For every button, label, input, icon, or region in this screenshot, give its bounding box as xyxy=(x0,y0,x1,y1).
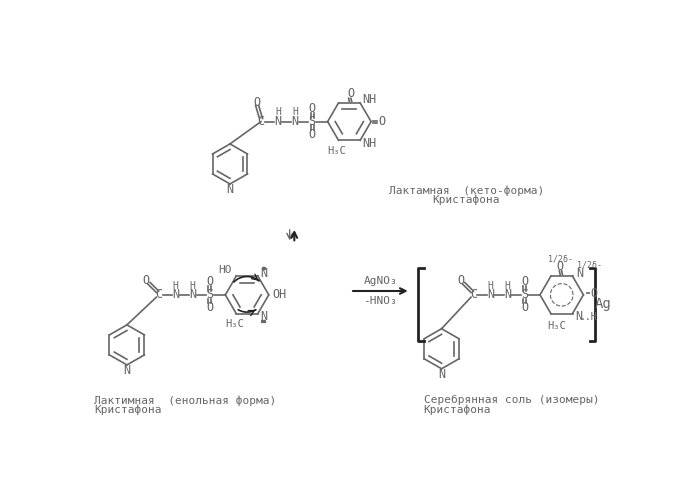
Text: N: N xyxy=(438,368,445,380)
Text: C: C xyxy=(470,288,477,302)
Text: O: O xyxy=(143,274,150,286)
Text: O: O xyxy=(378,115,385,128)
Text: N: N xyxy=(487,288,494,302)
Text: H: H xyxy=(487,280,493,290)
Text: 1/2δ-: 1/2δ- xyxy=(547,254,572,264)
Text: HO: HO xyxy=(218,265,232,275)
Text: H₃C: H₃C xyxy=(328,146,346,156)
Text: N: N xyxy=(261,310,267,323)
Text: ..H: ..H xyxy=(579,312,597,322)
Text: N: N xyxy=(227,183,234,196)
Text: S: S xyxy=(308,115,316,128)
Text: N: N xyxy=(189,288,196,302)
Text: N: N xyxy=(292,115,299,128)
Text: H₃C: H₃C xyxy=(547,322,566,332)
Text: O: O xyxy=(308,102,316,115)
Text: H: H xyxy=(505,280,510,290)
Text: O: O xyxy=(590,287,598,300)
Text: 1/2δ-: 1/2δ- xyxy=(577,261,602,270)
Text: Кристафона: Кристафона xyxy=(94,404,162,415)
Text: N: N xyxy=(575,310,582,323)
Text: N: N xyxy=(172,288,179,302)
Text: Лактимная  (енольная форма): Лактимная (енольная форма) xyxy=(94,395,277,406)
Text: Кристафона: Кристафона xyxy=(432,195,500,205)
Text: Серебрянная соль (изомеры): Серебрянная соль (изомеры) xyxy=(423,396,599,406)
Text: H: H xyxy=(190,280,195,290)
Text: H: H xyxy=(275,108,281,118)
Text: H: H xyxy=(173,280,179,290)
Text: O: O xyxy=(207,276,213,288)
Text: N: N xyxy=(577,266,584,280)
Text: N: N xyxy=(123,364,130,377)
Text: O: O xyxy=(347,87,354,100)
Text: Ag: Ag xyxy=(595,298,611,312)
Text: O: O xyxy=(521,276,528,288)
Text: H₃C: H₃C xyxy=(225,320,244,330)
Text: Лактамная  (кето-форма): Лактамная (кето-форма) xyxy=(389,186,544,196)
Text: O: O xyxy=(556,260,563,274)
Text: O: O xyxy=(521,302,528,314)
Text: AgNO₃: AgNO₃ xyxy=(363,276,397,286)
Text: OH: OH xyxy=(272,288,287,302)
Text: Кристафона: Кристафона xyxy=(423,404,491,415)
Text: NH: NH xyxy=(362,137,376,150)
Text: NH: NH xyxy=(362,94,376,106)
Text: S: S xyxy=(207,288,213,302)
Text: C: C xyxy=(155,288,162,302)
Text: O: O xyxy=(457,274,464,286)
Text: S: S xyxy=(521,288,528,302)
Text: C: C xyxy=(257,115,265,128)
Text: H: H xyxy=(292,108,298,118)
Text: N: N xyxy=(274,115,281,128)
Text: N: N xyxy=(261,266,267,280)
Text: O: O xyxy=(207,302,213,314)
Text: O: O xyxy=(308,128,316,141)
Text: N: N xyxy=(504,288,511,302)
Text: -HNO₃: -HNO₃ xyxy=(363,296,397,306)
Text: O: O xyxy=(254,96,261,109)
